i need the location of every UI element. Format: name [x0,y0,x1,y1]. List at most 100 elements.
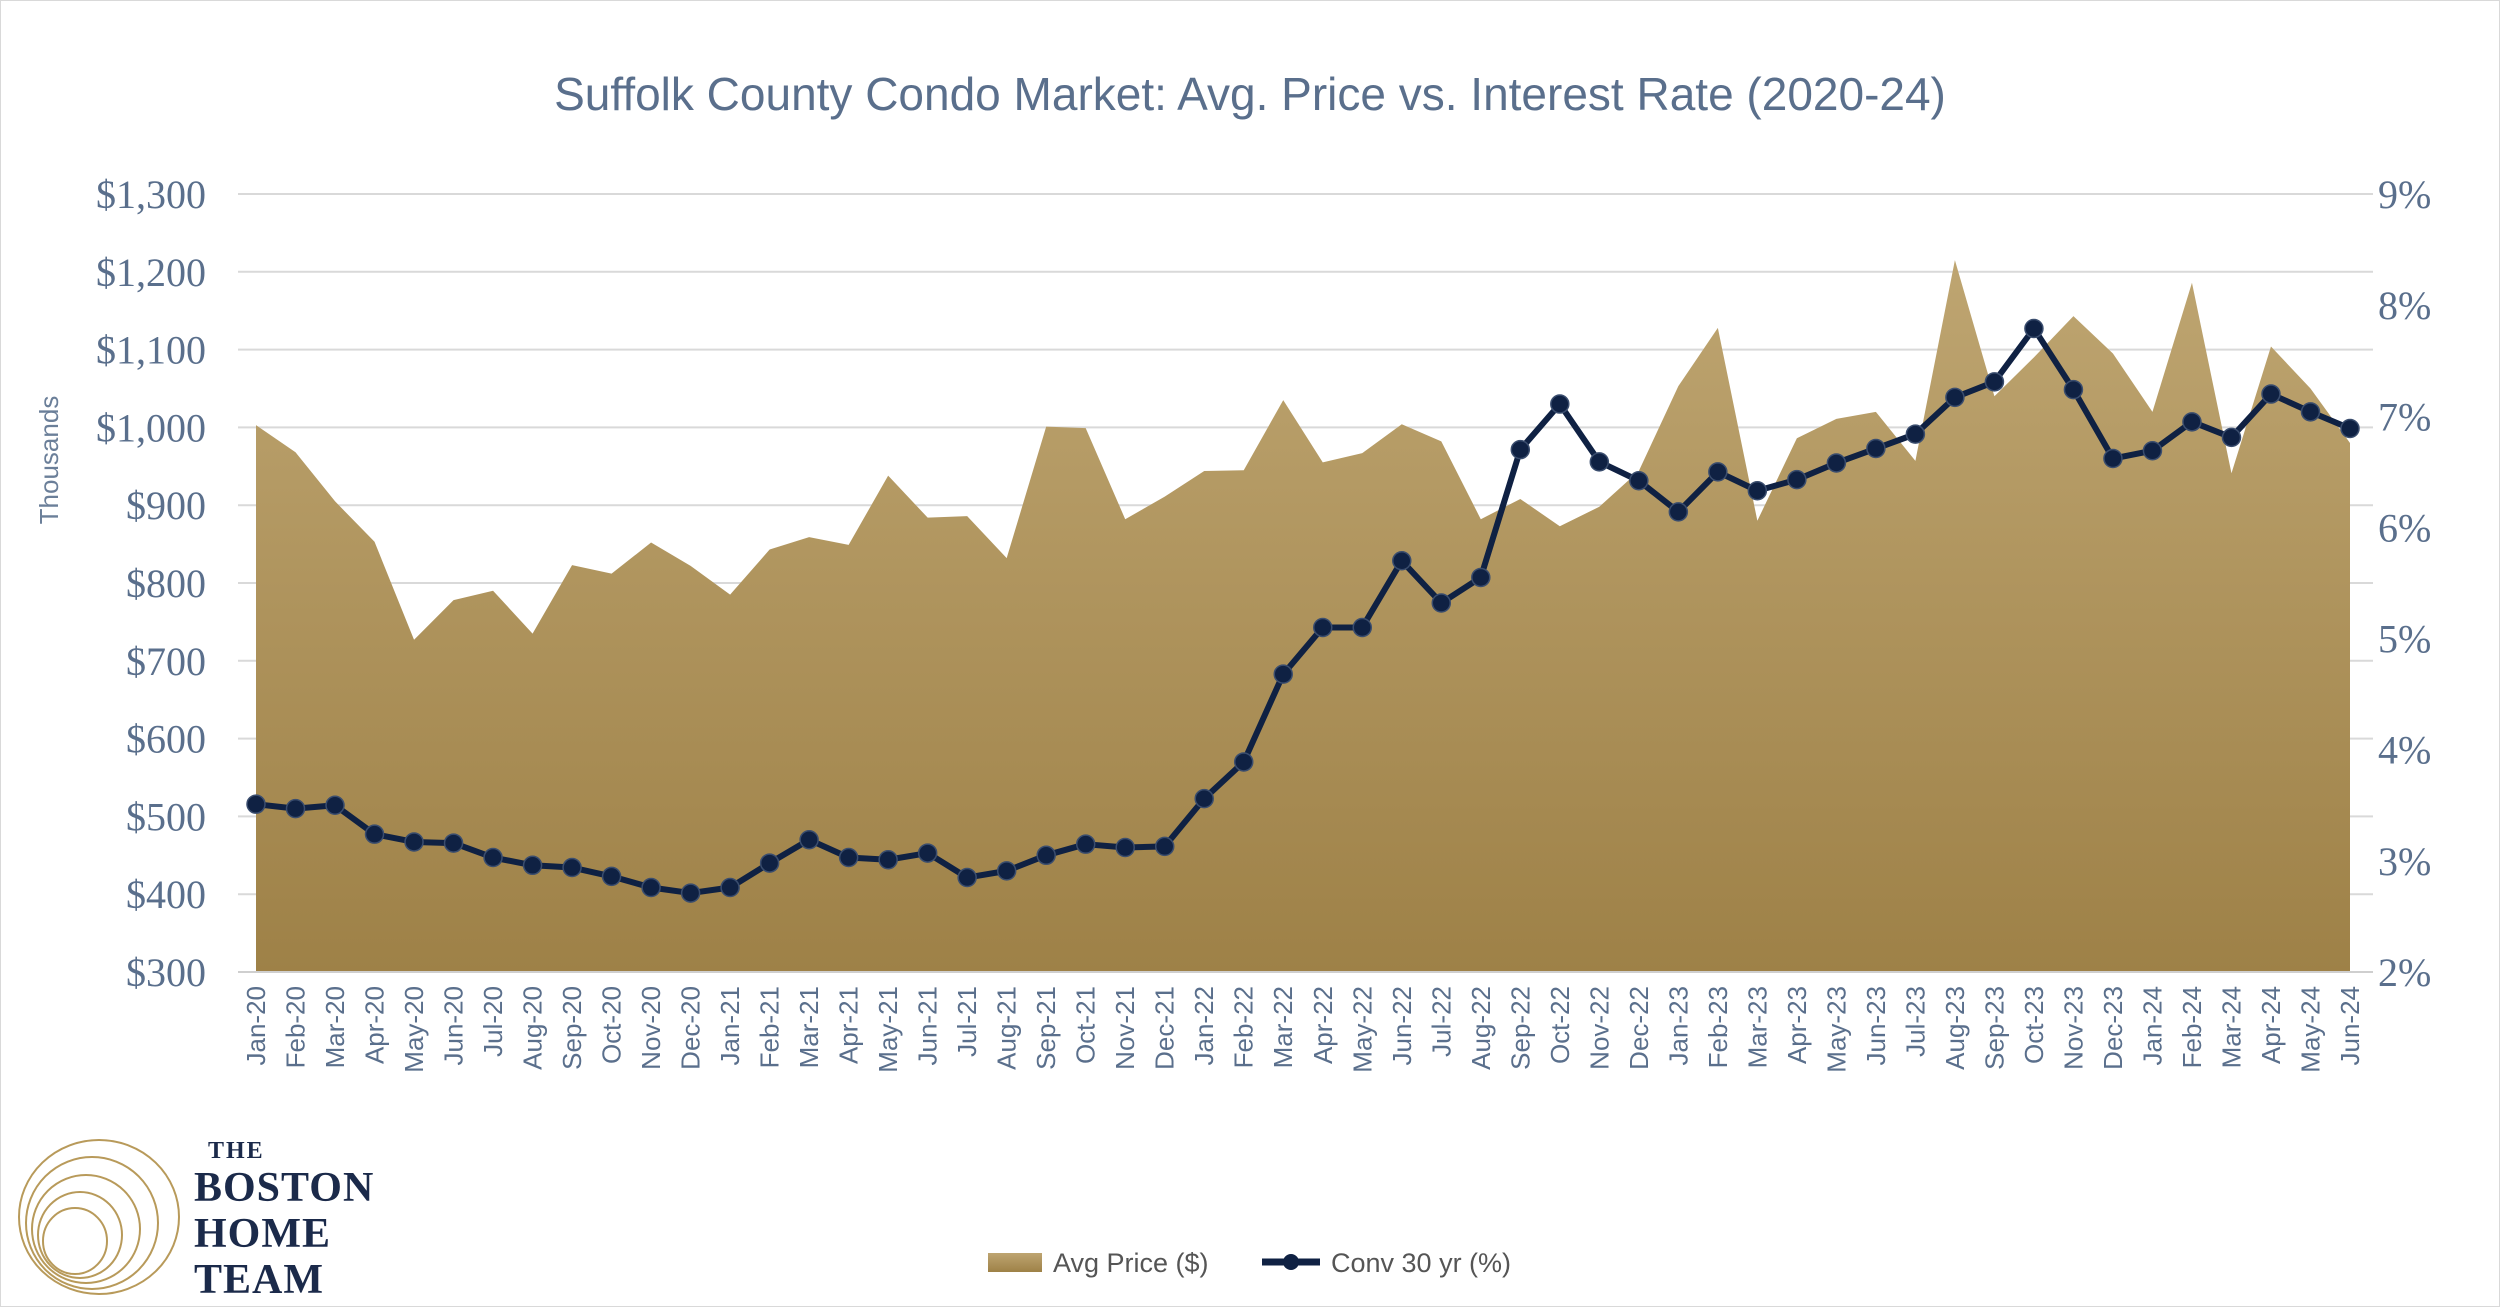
x-tick-label: Aug-22 [1466,986,1496,1070]
line-point [878,849,898,870]
line-point [680,883,701,903]
line-point [2063,379,2084,400]
x-tick-label: Mar-22 [1268,986,1298,1068]
area-avg-price [256,260,2350,972]
y2-tick-label: 8% [2378,283,2431,328]
x-tick-label: Oct-20 [597,986,627,1064]
legend-area-swatch [988,1253,1042,1272]
x-tick-label: Dec-22 [1624,986,1654,1070]
x-tick-label: Aug-21 [992,986,1022,1070]
x-tick-label: Jan-20 [241,986,271,1066]
x-tick-label: Jun-20 [439,986,469,1066]
x-tick-label: Jan-23 [1663,986,1693,1066]
line-point [1629,470,1649,491]
logo-line-boston: BOSTON [194,1165,375,1211]
y-tick-label: $1,000 [96,405,206,450]
x-tick-label: Jul-21 [952,986,982,1057]
x-tick-label: Mar-23 [1742,986,1772,1068]
x-tick-label: Feb-24 [2177,986,2207,1068]
x-tick-label: Jun-23 [1861,986,1891,1066]
line-point [1550,394,1570,414]
y2-tick-label: 4% [2378,728,2431,773]
line-point [996,861,1017,881]
line-point [641,877,661,898]
y2-tick-label: 5% [2378,617,2431,662]
y-tick-label: $1,100 [96,328,206,373]
y-tick-label: $400 [126,872,206,917]
line-point [246,794,266,814]
line-point [1154,836,1175,857]
line-point [2103,448,2123,469]
line-point [325,795,345,816]
y2-tick-label: 7% [2378,394,2431,439]
line-point [1471,567,1491,588]
legend-line-label: Conv 30 yr (%) [1331,1248,1511,1278]
line-point [1510,439,1531,460]
x-tick-label: Aug-23 [1940,986,1970,1070]
y-tick-label: $500 [126,794,206,839]
x-tick-label: May-24 [2295,986,2325,1073]
x-tick-label: Feb-21 [755,986,785,1068]
legend: Avg Price ($) Conv 30 yr (%) [988,1248,1511,1278]
line-point [2261,384,2281,404]
line-point [799,829,819,850]
line-point [1313,617,1333,638]
x-tick-label: Nov-21 [1110,986,1140,1070]
legend-line-marker [1283,1254,1299,1270]
x-tick-label: Apr-21 [834,986,864,1064]
x-tick-label: Nov-23 [2058,986,2088,1070]
line-point [1392,551,1412,571]
line-point [1352,617,1373,638]
y-tick-label: $700 [126,639,206,684]
line-point [1194,788,1214,809]
x-tick-label: Feb-23 [1703,986,1733,1068]
x-tick-label: Jan-21 [715,986,745,1066]
x-tick-label: Oct-21 [1071,986,1101,1064]
line-point [759,853,780,873]
logo-rings-icon [18,1139,180,1295]
x-tick-label: Apr-24 [2256,986,2286,1064]
x-tick-label: Nov-22 [1584,986,1614,1070]
x-tick-label: Jun-21 [913,986,943,1066]
line-point [1984,372,2005,392]
line-point [443,833,464,853]
y2-tick-label: 3% [2378,839,2431,884]
line-point [1747,481,1768,501]
x-tick-label: Oct-23 [2019,986,2049,1064]
x-tick-label: Mar-20 [320,986,350,1068]
line-point [522,855,543,876]
y2-tick-label: 6% [2378,505,2431,550]
line-point [1589,452,1610,472]
line-point [2182,412,2202,432]
x-tick-label: May-20 [399,986,429,1073]
x-tick-label: Aug-20 [518,986,548,1070]
y-tick-label: $1,300 [96,172,206,217]
line-point [1431,593,1452,613]
x-tick-label: Jul-23 [1900,986,1930,1057]
line-point [2142,440,2163,461]
line-point [1075,834,1096,854]
line-point [483,847,503,868]
x-tick-label: Feb-20 [281,986,311,1068]
y-axis-title: Thousands [34,396,64,525]
x-tick-label: Dec-23 [2098,986,2128,1070]
line-point [957,867,977,888]
x-tick-label: Jun-22 [1387,986,1417,1066]
x-axis-ticks: Jan-20 Feb-20 Mar-20 Apr-20 May-20 Jun-20 Jul-… [241,986,2365,1073]
y2-axis-ticks: 2% 3% 4% 5% 6% 7% 8% 9% [2378,172,2431,995]
line-point [601,866,622,887]
y-tick-label: $300 [126,950,206,995]
x-tick-label: Sep-20 [557,986,587,1070]
line-point [2024,318,2044,339]
line-point [838,847,859,868]
line-point [2340,418,2360,439]
legend-area-label: Avg Price ($) [1053,1248,1209,1278]
line-point [720,877,740,898]
x-tick-label: Sep-23 [1979,986,2009,1070]
boston-home-team-logo: THE BOSTON HOME TEAM [16,1135,376,1301]
x-tick-label: May-21 [873,986,903,1073]
line-point [562,857,582,878]
line-point [404,832,424,852]
line-point [2221,427,2242,448]
